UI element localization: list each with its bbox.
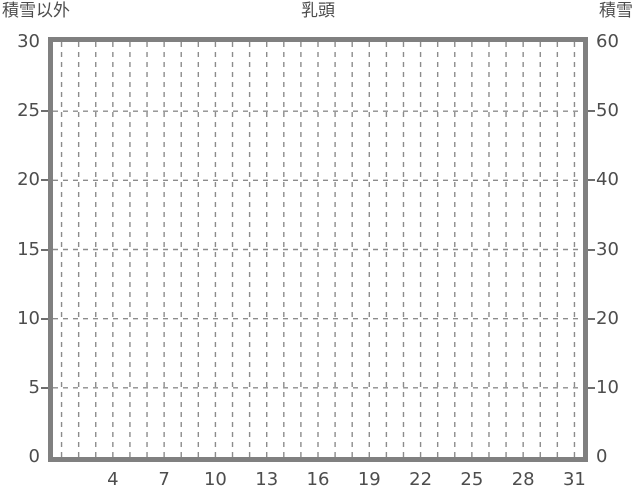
x-axis-tick-label: 19 [357,469,381,490]
y-axis-left-tick-label: 15 [17,238,40,260]
y-axis-right-tick-mark [588,317,595,320]
y-axis-right-tick-label: 60 [596,31,619,52]
x-axis-tick-label: 13 [255,469,279,490]
y-axis-right-tick-mark [588,179,595,182]
x-axis-tick-label: 16 [306,469,330,490]
y-axis-right-tick-mark [588,110,595,113]
y-axis-left-tick-mark [41,386,48,389]
x-axis-tick-label: 7 [158,469,170,490]
y-axis-right-tick-label: 50 [596,100,619,122]
y-axis-right-tick-mark [588,248,595,251]
y-axis-left-tick-mark [41,110,48,113]
gridlines [53,42,583,457]
y-axis-left-tick-mark [41,317,48,320]
y-axis-right-tick-label: 10 [596,376,619,398]
x-axis-tick-label: 4 [107,469,119,490]
plot-inner [53,42,583,457]
y-axis-left-tick-label: 25 [17,100,40,122]
x-axis-tick-label: 31 [562,469,586,490]
plot-area [48,37,588,462]
y-axis-left-tick-label: 30 [17,31,40,52]
x-axis-tick-label: 25 [460,469,484,490]
x-axis-tick-label: 28 [511,469,535,490]
left-axis-title: 積雪以外 [2,1,70,21]
chart-title: 乳頭 [301,1,335,21]
y-axis-right-tick-mark [588,386,595,389]
x-axis-tick-label: 22 [409,469,433,490]
y-axis-left-tick-label: 20 [17,169,40,191]
y-axis-right-tick-label: 20 [596,307,619,329]
y-axis-right-tick-label: 0 [596,446,608,467]
right-axis-title: 積雪 [599,1,633,21]
y-axis-left-tick-mark [41,179,48,182]
y-axis-left-tick-mark [41,248,48,251]
y-axis-right-tick-label: 40 [596,169,619,191]
y-axis-right-tick-label: 30 [596,238,619,260]
y-axis-left-tick-label: 0 [28,446,40,467]
y-axis-left-tick-label: 10 [17,307,40,329]
y-axis-left-tick-label: 5 [28,376,40,398]
x-axis-tick-label: 10 [203,469,227,490]
